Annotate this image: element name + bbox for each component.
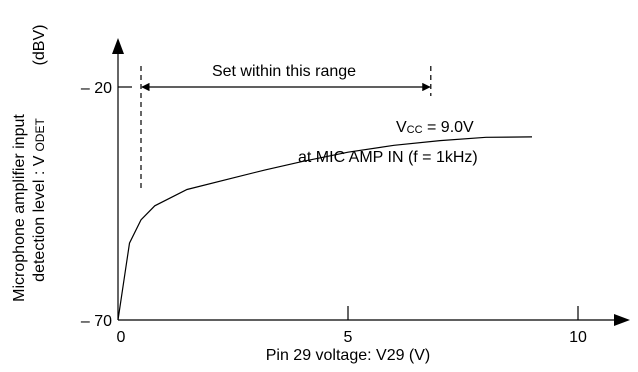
vcc-label: VCC = 9.0V — [396, 119, 474, 136]
range-label: Set within this range — [212, 63, 356, 80]
x-tick-label: 0 — [117, 329, 126, 346]
range-markers — [140, 66, 432, 192]
y-tick-label: – 70 — [81, 313, 112, 330]
vcc-subscript: CC — [407, 124, 423, 136]
ticks: 0 5 10 – 20 – 70 — [81, 80, 587, 346]
y-axis-title: Microphone amplifier input detection lev… — [11, 114, 48, 302]
x-axis-arrow — [614, 314, 630, 326]
vcc-value: = 9.0V — [423, 119, 474, 136]
y-tick-label: – 20 — [81, 80, 112, 97]
y-axis-title-prefix: detection level : V — [31, 155, 48, 282]
x-axis-title: Pin 29 voltage: V29 (V) — [266, 347, 431, 364]
y-axis-title-subscript: ODET — [33, 118, 47, 152]
y-axis-unit: (dBV) — [31, 25, 48, 66]
x-tick-label: 5 — [344, 329, 353, 346]
series-layer — [117, 136, 533, 321]
x-tick-label: 10 — [569, 329, 587, 346]
y-axis-title-line-1: Microphone amplifier input — [11, 114, 28, 302]
series-line — [117, 136, 533, 321]
y-axis-title-line-2: detection level : V ODET — [31, 118, 48, 282]
vcc-prefix: V — [396, 119, 407, 136]
y-axis-arrow — [112, 38, 124, 54]
condition-label: at MIC AMP IN (f = 1kHz) — [298, 149, 478, 166]
